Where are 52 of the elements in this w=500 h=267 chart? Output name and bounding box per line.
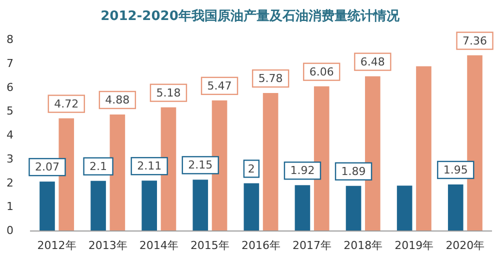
y-tick-label: 3: [6, 152, 14, 166]
bar: [40, 182, 55, 231]
data-label: 2.15: [188, 158, 213, 172]
y-tick-label: 1: [6, 200, 14, 214]
y-tick-label: 0: [6, 224, 14, 238]
x-tick-label: 2015年: [190, 239, 230, 252]
bar: [244, 183, 260, 231]
data-label: 2.11: [137, 160, 162, 173]
data-label: 2: [248, 162, 255, 176]
x-tick-label: 2018年: [344, 239, 383, 252]
bar: [90, 180, 106, 231]
y-tick-label: 5: [6, 104, 14, 118]
data-label: 5.78: [258, 72, 283, 86]
data-label: 6.06: [309, 65, 334, 78]
x-tick-label: 2016年: [242, 239, 280, 252]
data-label: 7.36: [462, 34, 488, 48]
y-tick-label: 7: [6, 56, 14, 70]
bar: [346, 186, 362, 231]
data-label: 5.47: [207, 79, 232, 92]
x-tick-label: 2019年: [394, 239, 434, 252]
y-tick-label: 2: [6, 176, 14, 190]
data-label: 4.88: [105, 93, 130, 107]
bar: [416, 66, 432, 231]
bar: [212, 100, 228, 231]
data-label: 1.92: [290, 164, 315, 178]
data-label: 4.72: [54, 97, 79, 110]
x-tick-label: 2017年: [292, 239, 332, 252]
chart-title: 2012-2020年我国原油产量及石油消费量统计情况: [100, 8, 400, 24]
data-label: 1.89: [341, 164, 366, 178]
x-tick-label: 2013年: [88, 239, 128, 252]
y-tick-label: 6: [6, 80, 14, 94]
data-label: 6.48: [360, 55, 385, 68]
bar: [142, 180, 157, 231]
data-label: 1.95: [443, 163, 468, 176]
x-tick-label: 2020年: [446, 239, 485, 252]
bar: [365, 76, 380, 231]
y-tick-label: 4: [6, 128, 14, 142]
bar: [262, 93, 278, 231]
data-label: 5.18: [156, 86, 181, 100]
bar: [192, 180, 208, 231]
y-tick-label: 8: [6, 33, 14, 46]
bar: [110, 114, 126, 231]
bar: [467, 55, 482, 231]
bar: [58, 118, 74, 231]
bar: [396, 186, 412, 231]
bar: [448, 184, 464, 231]
x-tick-label: 2012年: [37, 239, 76, 252]
bar: [294, 185, 310, 231]
x-tick-label: 2014年: [139, 239, 178, 252]
bar: [160, 107, 176, 231]
data-label: 2.07: [34, 160, 60, 174]
data-label: 2.1: [90, 160, 108, 173]
